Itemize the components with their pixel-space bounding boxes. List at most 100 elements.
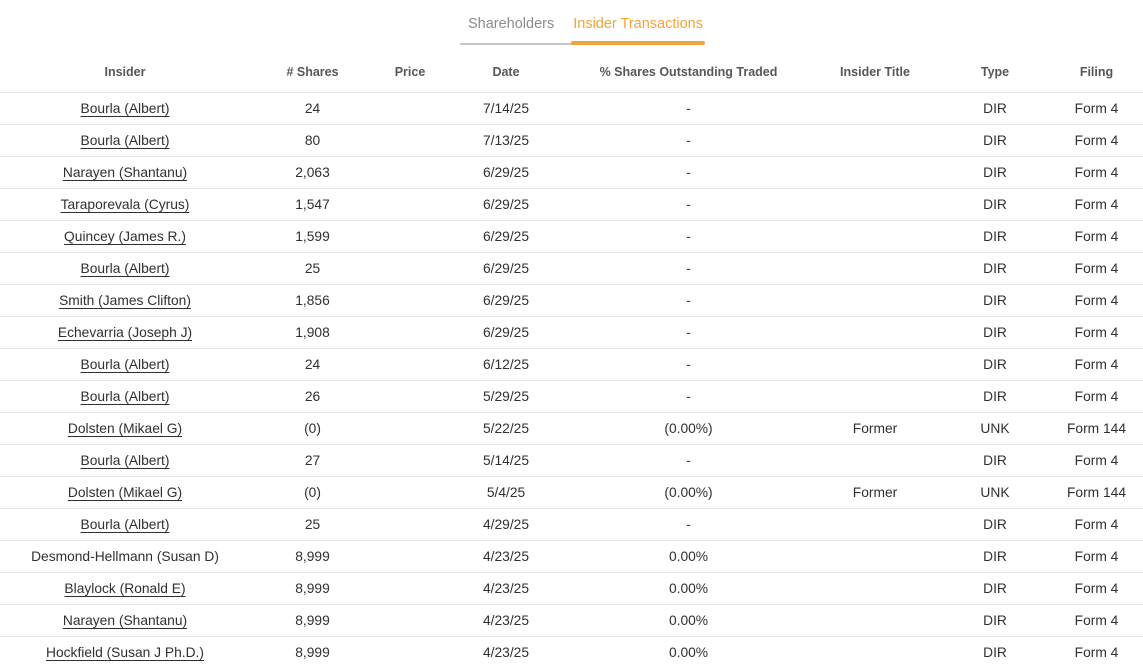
insider-link[interactable]: Bourla (Albert) [80,132,170,148]
type-cell: DIR [940,443,1050,476]
insider-name-cell: Bourla (Albert) [0,443,250,476]
date-cell: 7/13/25 [445,123,567,156]
insider-name-cell: Bourla (Albert) [0,347,250,380]
table-row: Dolsten (Mikael G) (0) 5/4/25 (0.00%) Former… [0,475,1143,508]
shares-cell: 26 [250,379,375,412]
insider-link[interactable]: Narayen (Shantanu) [62,164,188,180]
table-row: Quincey (James R.) 1,599 6/29/25- DIR Form 4 [0,219,1143,252]
price-cell [375,411,445,444]
shares-cell: 8,999 [250,603,375,636]
pct-shares-traded-cell: - [567,219,810,252]
type-cell: DIR [940,347,1050,380]
pct-shares-traded-cell: - [567,123,810,156]
column-header-type: Type [940,47,1050,93]
pct-shares-traded-cell: - [686,100,691,116]
type-cell: DIR [940,539,1050,572]
insider-link[interactable]: Echevarria (Joseph J) [57,324,193,340]
insider-name-cell: Narayen (Shantanu) [0,603,250,636]
filing-cell: Form 144 [1050,475,1143,508]
column-header-shares: # Shares [250,47,375,93]
pct-shares-traded-cell: 0.00% [567,635,810,668]
date-cell: 6/12/25 [445,347,567,380]
shares-cell: 25 [250,507,375,540]
insider-title-cell [810,219,940,252]
insider-title-cell [810,635,940,668]
filing-cell: Form 4 [1050,603,1143,636]
table-row: Blaylock (Ronald E) 8,999 4/23/25 0.00% DIR F… [0,571,1143,604]
pct-shares-traded-cell: 0.00% [567,539,810,572]
price-cell [375,539,445,572]
type-cell: DIR [940,155,1050,188]
table-row: Taraporevala (Cyrus) 1,547 6/29/25- DIR Form… [0,187,1143,220]
filing-cell: Form 4 [1050,347,1143,380]
table-row: Bourla (Albert) 25 4/29/25- DIR Form 4 [0,507,1143,540]
type-cell: DIR [940,123,1050,156]
table-row: Echevarria (Joseph J) 1,908 6/29/25- DIR For… [0,315,1143,348]
price-cell [375,347,445,380]
price-cell [375,571,445,604]
filing-cell: Form 4 [1050,571,1143,604]
insider-link[interactable]: Quincey (James R.) [64,228,186,244]
table-row: Narayen (Shantanu) 8,999 4/23/25 0.00% DIR Fo… [0,603,1143,636]
type-cell: DIR [940,507,1050,540]
insider-name-cell: Taraporevala (Cyrus) [0,187,250,220]
insider-title-cell [810,539,940,572]
insider-link[interactable]: Blaylock (Ronald E) [64,580,186,596]
price-cell [375,379,445,412]
insider-name-cell: Smith (James Clifton) [0,283,250,316]
price-cell [375,251,445,284]
filing-cell: Form 4 [1050,443,1143,476]
pct-shares-traded-cell: (0.00%) [567,411,810,444]
insider-title-cell [810,443,940,476]
shares-cell: 24 [250,347,375,380]
insider-name-cell: Blaylock (Ronald E) [0,571,250,604]
date-cell: 4/23/25 [445,571,567,604]
tab-shareholders[interactable]: Shareholders [459,17,573,45]
column-header-pct-shares-outstanding-traded: % Shares Outstanding Traded [567,47,810,93]
insider-link[interactable]: Bourla (Albert) [80,452,170,468]
insider-name-cell: Bourla (Albert) [0,507,250,540]
pct-shares-traded-cell: 0.00% [567,603,810,636]
insider-name-cell: Quincey (James R.) [0,219,250,252]
insider-name-cell: Bourla (Albert) [0,92,250,124]
insider-link[interactable]: Taraporevala (Cyrus) [60,196,190,212]
insider-link[interactable]: Dolsten (Mikael G) [67,420,183,436]
pct-shares-traded-cell: - [567,251,810,284]
insider-link[interactable]: Bourla (Albert) [80,388,170,404]
price-cell [375,507,445,540]
insider-link[interactable]: Dolsten (Mikael G) [67,484,183,500]
insider-link[interactable]: Bourla (Albert) [80,516,170,532]
insider-link[interactable]: Narayen (Shantanu) [62,612,188,628]
insider-title-cell [810,315,940,348]
insider-table-body: Bourla (Albert) 24 7/14/25- DIR Form 4 Bourla… [0,92,1143,668]
price-cell [375,187,445,220]
type-cell: DIR [983,100,1007,116]
type-cell: DIR [940,315,1050,348]
price-cell [375,603,445,636]
type-cell: DIR [940,187,1050,220]
table-row: Bourla (Albert) 26 5/29/25- DIR Form 4 [0,379,1143,412]
filing-cell: Form 4 [1050,219,1143,252]
date-cell: 5/22/25 [445,411,567,444]
insider-link[interactable]: Bourla (Albert) [80,100,170,116]
price-cell [375,475,445,508]
price-cell [375,283,445,316]
date-cell: 5/14/25 [445,443,567,476]
column-header-price: Price [375,47,445,93]
table-row: Bourla (Albert) 25 6/29/25- DIR Form 4 [0,251,1143,284]
insider-link[interactable]: Hockfield (Susan J Ph.D.) [46,644,204,660]
pct-shares-traded-cell: - [567,379,810,412]
date-cell: 6/29/25 [445,251,567,284]
insider-link[interactable]: Bourla (Albert) [80,356,170,372]
insider-name-cell: Narayen (Shantanu) [0,155,250,188]
insider-link[interactable]: Bourla (Albert) [80,260,170,276]
date-cell: 4/23/25 [445,635,567,668]
type-cell: UNK [940,475,1050,508]
insider-link[interactable]: Smith (James Clifton) [59,292,191,308]
shares-cell: 8,999 [250,539,375,572]
shares-cell: (0) [250,475,375,508]
type-cell: DIR [940,603,1050,636]
tab-insider-transactions[interactable]: Insider Transactions [571,17,705,45]
insider-name-cell: Dolsten (Mikael G) [0,411,250,444]
date-cell: 4/23/25 [445,603,567,636]
